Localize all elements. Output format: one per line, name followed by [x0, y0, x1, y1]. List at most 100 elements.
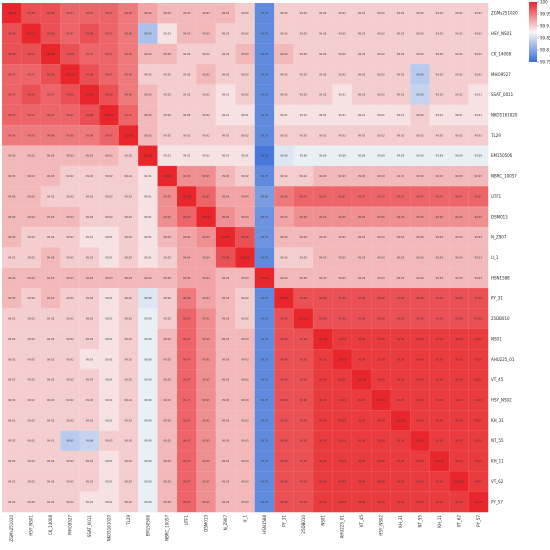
heatmap-cell-value: 99.94: [280, 215, 288, 219]
heatmap-cell-value: 99.93: [397, 174, 405, 178]
heatmap-cell-value: 99.98: [47, 11, 55, 15]
heatmap-cell-value: 99.92: [455, 52, 463, 56]
heatmap-cell-value: 99.92: [8, 317, 16, 321]
heatmap-cell-value: 99.92: [183, 52, 191, 56]
heatmap-cell-value: 99.98: [358, 296, 366, 300]
heatmap-cell-value: 99.93: [319, 174, 327, 178]
heatmap-cell-value: 99.97: [358, 194, 366, 198]
heatmap-cell-value: 99.92: [358, 72, 366, 76]
heatmap-cell-value: 99.97: [105, 52, 113, 56]
heatmap-cell-value: 99.91: [105, 500, 113, 504]
heatmap-cell-value: 99.85: [416, 72, 424, 76]
heatmap-cell-value: 99.93: [455, 174, 463, 178]
heatmap-cell-value: 99.96: [183, 296, 191, 300]
heatmap-cell-value: 99.93: [241, 439, 249, 443]
heatmap-cell-value: 99.93: [241, 52, 249, 56]
heatmap-cell-value: 99.91: [455, 113, 463, 117]
heatmap-cell-value: 99.92: [8, 337, 16, 341]
heatmap-cell-value: 99.91: [144, 215, 152, 219]
heatmap-cell-value: 99.93: [241, 378, 249, 382]
heatmap-cell-value: 99.92: [125, 215, 133, 219]
heatmap-cell-value: 99.99: [455, 500, 463, 504]
heatmap-cell-value: 99.98: [436, 317, 444, 321]
heatmap-cell-value: 99.78: [261, 72, 269, 76]
heatmap-cell-value: 99.97: [47, 93, 55, 97]
heatmap-cell-value: 99.91: [338, 113, 346, 117]
heatmap-cell-value: 99.93: [8, 235, 16, 239]
row-label: CK_14008: [491, 51, 512, 56]
heatmap-cell-value: 99.98: [280, 317, 288, 321]
heatmap-cell-value: 99.93: [416, 256, 424, 260]
heatmap-cell-value: 99.99: [338, 378, 346, 382]
heatmap-cell-value: 99.78: [261, 398, 269, 402]
heatmap-cell-value: 99.99: [475, 418, 483, 422]
heatmap-cell-value: 99.92: [86, 296, 94, 300]
heatmap-cell-value: 99.92: [319, 32, 327, 36]
column-label: VT_62: [456, 515, 461, 528]
heatmap-cell-value: 99.98: [300, 418, 308, 422]
heatmap-cell-value: 99.93: [338, 256, 346, 260]
heatmap-cell-value: 99.92: [125, 418, 133, 422]
heatmap-cell-value: 99.92: [164, 296, 172, 300]
heatmap-cell-value: 99.96: [8, 133, 16, 137]
heatmap-cell-value: 99.92: [125, 500, 133, 504]
heatmap-cell-value: 100.00: [221, 235, 230, 239]
heatmap-cell-value: 99.95: [202, 500, 210, 504]
heatmap-cell-value: 99.93: [377, 174, 385, 178]
heatmap-cell-value: 99.91: [144, 194, 152, 198]
heatmap-cell-value: 99.92: [183, 93, 191, 97]
heatmap-cell-value: 99.92: [86, 398, 94, 402]
heatmap-cell-value: 99.93: [144, 276, 152, 280]
heatmap-cell-value: 99.92: [47, 479, 55, 483]
heatmap-cell-value: 99.92: [280, 93, 288, 97]
heatmap-cell-value: 99.92: [319, 52, 327, 56]
heatmap-cell-value: 99.91: [202, 154, 210, 158]
heatmap-cell-value: 99.89: [377, 154, 385, 158]
heatmap-cell-value: 99.92: [8, 479, 16, 483]
heatmap-cell-value: 99.92: [416, 32, 424, 36]
column-label: VT_45: [359, 515, 364, 528]
heatmap-cell-value: 100.00: [396, 418, 405, 422]
heatmap-cell-value: 99.92: [358, 11, 366, 15]
colorbar-tick-label: 99.75: [540, 59, 550, 64]
heatmap-cell-value: 99.93: [8, 194, 16, 198]
heatmap-cell-value: 99.93: [47, 256, 55, 260]
heatmap-cell-value: 99.92: [183, 113, 191, 117]
row-labels: ZGMs251020 HSY_NS01 CK_14008 MHO9527 SSAT_00…: [490, 11, 518, 505]
heatmap-cell-value: 99.93: [475, 256, 483, 260]
heatmap-cell-value: 99.95: [222, 215, 230, 219]
heatmap-cell-value: 99.98: [377, 296, 385, 300]
heatmap-cell-value: 99.92: [280, 72, 288, 76]
heatmap-cell-value: 99.92: [8, 378, 16, 382]
heatmap-cell-value: 99.98: [300, 479, 308, 483]
heatmap-cell-value: 99.92: [280, 11, 288, 15]
heatmap-cell-value: 99.92: [66, 459, 74, 463]
heatmap-cell-value: 99.99: [416, 500, 424, 504]
heatmap-cell-value: 99.99: [358, 479, 366, 483]
heatmap-cell-value: 99.98: [280, 378, 288, 382]
heatmap-cell-value: 99.99: [475, 337, 483, 341]
heatmap-cell-value: 99.99: [436, 500, 444, 504]
heatmap-cell-value: 99.92: [280, 256, 288, 260]
heatmap-cell-value: 99.93: [222, 337, 230, 341]
heatmap-cell-value: 99.93: [222, 11, 230, 15]
heatmap-cell-value: 99.93: [183, 11, 191, 15]
heatmap-cell-value: 99.93: [105, 154, 113, 158]
heatmap-cell-value: 99.92: [27, 337, 35, 341]
heatmap-cell-value: 99.99: [455, 357, 463, 361]
heatmap-cell-value: 99.97: [183, 459, 191, 463]
heatmap-cell-value: 99.92: [319, 72, 327, 76]
heatmap-cell-value: 99.94: [202, 256, 210, 260]
heatmap-cell-value: 99.98: [280, 479, 288, 483]
heatmap-cell-value: 99.93: [222, 398, 230, 402]
heatmap-cell-value: 99.91: [105, 459, 113, 463]
column-label: KH_31: [398, 515, 403, 528]
heatmap-cell-value: 99.92: [241, 72, 249, 76]
heatmap-cell-value: 99.92: [47, 500, 55, 504]
heatmap-cell-value: 99.92: [397, 32, 405, 36]
heatmap-cell-value: 99.92: [66, 296, 74, 300]
heatmap-cell-value: 99.92: [105, 174, 113, 178]
heatmap-cell-value: 99.97: [183, 357, 191, 361]
row-label: UTF1: [491, 194, 502, 199]
heatmap-cell-value: 99.89: [319, 154, 327, 158]
